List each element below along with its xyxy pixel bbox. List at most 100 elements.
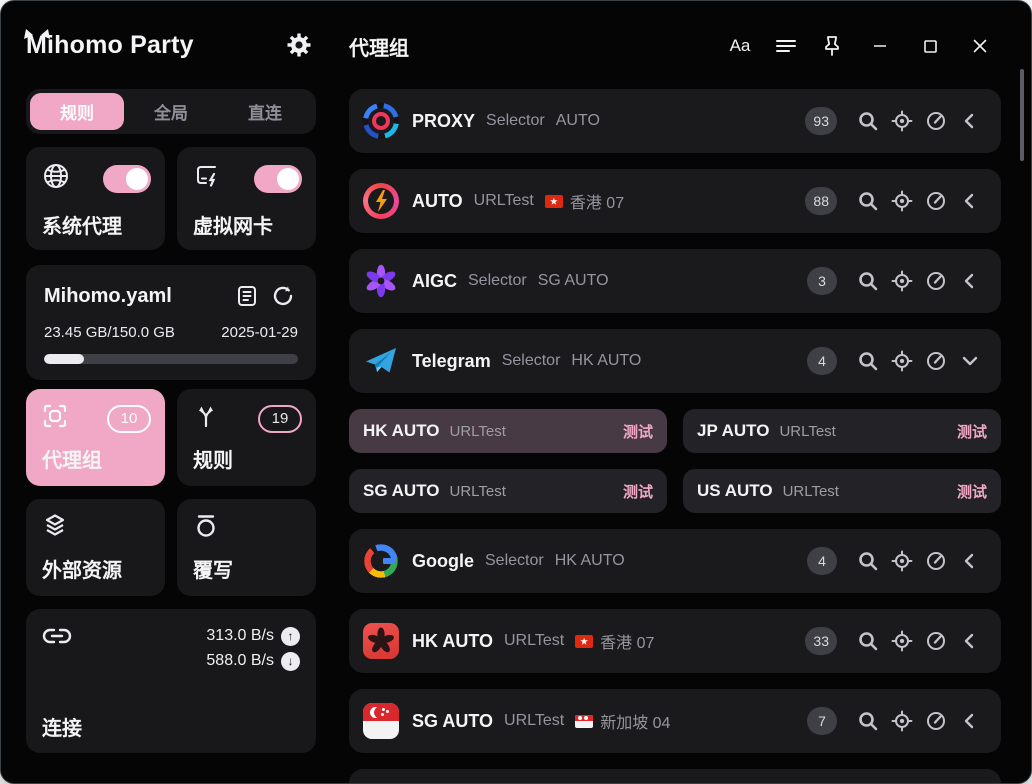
sidebar-item-override[interactable]: 覆写 (177, 499, 316, 596)
group-type: Selector (468, 272, 527, 289)
maximize-button[interactable] (909, 31, 951, 61)
proxy-group-row[interactable]: AIGC Selector SG AUTO 3 (349, 249, 1001, 313)
group-row-partial[interactable] (349, 769, 1001, 783)
node-type: URLTest (782, 482, 839, 500)
hk-region-flag-icon (575, 634, 594, 648)
group-name: Google (412, 550, 474, 571)
node-test-button[interactable]: 测试 (957, 421, 987, 442)
expand-chevron-left-icon[interactable] (953, 184, 987, 218)
locate-node-icon[interactable] (885, 544, 919, 578)
tab-direct-mode[interactable]: 直连 (218, 93, 312, 130)
speedtest-icon[interactable] (919, 544, 953, 578)
group-type: URLTest (504, 712, 565, 729)
group-current-label: 香港 07 (600, 635, 655, 652)
group-current-label: HK AUTO (571, 352, 642, 369)
tun-mode-card[interactable]: 虚拟网卡 (177, 147, 316, 250)
virtual-nic-icon (193, 162, 221, 195)
profile-name: Mihomo.yaml (44, 284, 172, 307)
collapse-chevron-down-icon[interactable] (953, 344, 987, 378)
expand-chevron-left-icon[interactable] (953, 104, 987, 138)
sidebar-item-rules[interactable]: 19 规则 (177, 389, 316, 486)
search-icon[interactable] (851, 184, 885, 218)
expand-chevron-left-icon[interactable] (953, 704, 987, 738)
proxy-group-row[interactable]: Telegram Selector HK AUTO 4 (349, 329, 1001, 393)
layout-lines-icon[interactable] (767, 31, 805, 61)
group-current-node: 新加坡 04 (575, 709, 670, 733)
sidebar-item-external-resources[interactable]: 外部资源 (26, 499, 165, 596)
group-current-label: AUTO (555, 112, 600, 129)
search-icon[interactable] (851, 544, 885, 578)
download-speed: 588.0 B/s (206, 651, 274, 669)
expand-chevron-left-icon[interactable] (953, 624, 987, 658)
locate-node-icon[interactable] (885, 104, 919, 138)
upload-arrow-icon: ↑ (281, 626, 300, 646)
proxy-group-row[interactable]: SG AUTO URLTest 新加坡 04 7 (349, 689, 1001, 753)
text-size-button[interactable]: Aa (721, 31, 759, 61)
node-test-button[interactable]: 测试 (957, 481, 987, 502)
close-button[interactable] (959, 31, 1001, 61)
profile-card[interactable]: Mihomo.yaml 23.45 GB/150.0 GB 2025-01- (26, 265, 316, 380)
node-card[interactable]: JP AUTO URLTest 测试 (683, 409, 1001, 453)
system-proxy-card[interactable]: 系统代理 (26, 147, 165, 250)
node-test-button[interactable]: 测试 (623, 481, 653, 502)
expand-chevron-left-icon[interactable] (953, 264, 987, 298)
node-card-selected[interactable]: HK AUTO URLTest 测试 (349, 409, 667, 453)
node-type: URLTest (449, 422, 506, 440)
sidebar: Mihomo Party (1, 1, 331, 783)
system-proxy-toggle[interactable] (103, 164, 151, 193)
group-name: AIGC (412, 270, 457, 291)
hk-region-flag-icon (544, 194, 563, 208)
speedtest-icon[interactable] (919, 704, 953, 738)
rules-count-badge: 19 (258, 404, 302, 433)
sidebar-item-proxy-groups[interactable]: 10 代理组 (26, 389, 165, 486)
expand-chevron-left-icon[interactable] (953, 544, 987, 578)
tab-rule-mode[interactable]: 规则 (30, 93, 124, 130)
node-test-button[interactable]: 测试 (623, 421, 653, 442)
locate-node-icon[interactable] (885, 344, 919, 378)
proxy-group-row[interactable]: HK AUTO URLTest 香港 07 33 (349, 609, 1001, 673)
traffic-progressbar (44, 354, 298, 364)
pin-window-icon[interactable] (813, 31, 851, 61)
locate-node-icon[interactable] (885, 264, 919, 298)
search-icon[interactable] (851, 624, 885, 658)
speedtest-icon[interactable] (919, 624, 953, 658)
group-current-node: HK AUTO (555, 552, 625, 570)
minimize-button[interactable] (859, 31, 901, 61)
search-icon[interactable] (851, 104, 885, 138)
tab-global-mode[interactable]: 全局 (124, 93, 218, 130)
proxy-groups-icon (42, 403, 68, 434)
sidebar-item-connections[interactable]: 313.0 B/s ↑ 588.0 B/s ↓ 连接 (26, 609, 316, 753)
search-icon[interactable] (851, 704, 885, 738)
node-count-badge: 93 (805, 107, 837, 135)
override-icon (193, 513, 219, 544)
edit-profile-icon[interactable] (232, 281, 262, 311)
group-current-label: SG AUTO (537, 272, 609, 289)
group-current-label: 香港 07 (569, 195, 625, 212)
proxy-group-row[interactable]: PROXY Selector AUTO 93 (349, 89, 1001, 153)
node-card[interactable]: SG AUTO URLTest 测试 (349, 469, 667, 513)
speedtest-icon[interactable] (919, 264, 953, 298)
proxy-logo-icon (363, 103, 399, 139)
node-card[interactable]: US AUTO URLTest 测试 (683, 469, 1001, 513)
tun-mode-toggle[interactable] (254, 164, 302, 193)
settings-gear-icon[interactable] (282, 28, 316, 62)
search-icon[interactable] (851, 264, 885, 298)
speedtest-icon[interactable] (919, 184, 953, 218)
node-grid: HK AUTO URLTest 测试 JP AUTO URLTest 测试 SG AUTO U… (349, 409, 1001, 513)
group-current-label: 新加坡 04 (600, 715, 671, 732)
group-type: Selector (501, 352, 561, 369)
locate-node-icon[interactable] (885, 704, 919, 738)
globe-icon (42, 162, 70, 195)
proxy-group-row[interactable]: Google Selector HK AUTO 4 (349, 529, 1001, 593)
search-icon[interactable] (851, 344, 885, 378)
tab-label: 全局 (154, 104, 188, 123)
refresh-profile-icon[interactable] (268, 281, 298, 311)
scrollbar-thumb[interactable] (1020, 69, 1024, 161)
speedtest-icon[interactable] (919, 104, 953, 138)
locate-node-icon[interactable] (885, 624, 919, 658)
main-panel: 代理组 Aa (331, 1, 1031, 783)
proxy-group-row[interactable]: AUTO URLTest 香港 07 88 (349, 169, 1001, 233)
speedtest-icon[interactable] (919, 344, 953, 378)
locate-node-icon[interactable] (885, 184, 919, 218)
node-count-badge: 7 (807, 707, 837, 735)
